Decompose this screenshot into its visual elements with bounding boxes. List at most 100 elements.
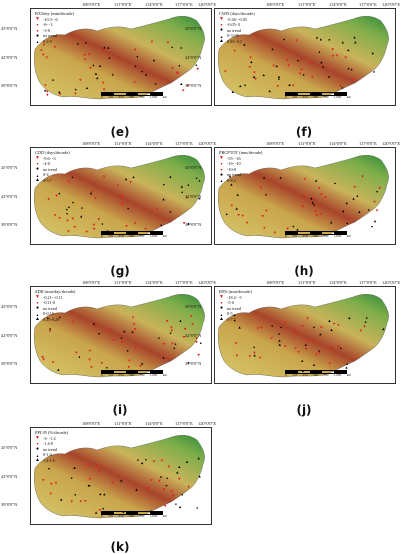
map-frame: PPL95 (%/decade) ▼ -3- -1.4 ▾ -1.4-0 ● no tre…: [1, 427, 212, 525]
station-marker: [300, 68, 303, 72]
legend-symbol-icon: ●: [35, 167, 40, 173]
station-marker: [180, 47, 182, 49]
station-marker: [195, 64, 198, 67]
station-marker: [78, 356, 81, 358]
scale-tick-label: 125: [108, 373, 114, 377]
station-marker: [170, 490, 174, 493]
scale-tick-label: 250: [302, 95, 308, 99]
station-marker: [72, 201, 74, 204]
station-marker: [178, 505, 182, 509]
station-marker: [160, 224, 162, 227]
station-marker: [243, 43, 246, 46]
station-marker: [124, 177, 128, 181]
scale-tick-label: 125: [292, 234, 298, 238]
station-marker: [373, 71, 375, 73]
station-marker: [89, 192, 93, 195]
station-marker: [301, 325, 304, 328]
station-marker: [134, 65, 137, 68]
station-marker: [179, 319, 182, 322]
legend-label: 5-7.3: [227, 316, 236, 322]
station-marker: [180, 185, 184, 188]
map-frame: CWD (days/decade) ▼ -0.36- -0.05 ▾ -0.05- 0…: [185, 8, 396, 106]
lon-label-108: 108°0'0"E: [266, 2, 284, 7]
legend-symbol-icon: ▾: [36, 300, 39, 306]
legend-entry: ▾ -0.05- 0: [219, 22, 255, 28]
station-marker: [92, 64, 95, 67]
station-marker: [140, 362, 144, 365]
station-marker: [376, 190, 378, 193]
station-marker: [49, 492, 53, 495]
station-marker: [278, 343, 281, 346]
lon-label-114: 114°0'0"E: [329, 280, 347, 285]
station-marker: [123, 330, 126, 333]
station-marker: [331, 48, 334, 51]
station-marker: [58, 192, 61, 195]
station-marker: [71, 320, 74, 324]
map-legend: RX5day (mm/decade) ▼ -10.3- -6 ▾ -6- -3 ▾ -3-…: [35, 11, 74, 45]
station-marker: [371, 225, 373, 228]
station-marker: [233, 313, 236, 317]
scale-unit: km: [346, 234, 351, 238]
station-marker: [315, 214, 318, 217]
legend-entry: ● no trend: [219, 172, 262, 178]
station-marker: [42, 358, 45, 361]
station-marker: [294, 332, 298, 336]
station-marker: [230, 183, 233, 186]
lat-label-42: 42°0'0"N: [185, 333, 202, 338]
station-marker: [230, 204, 234, 207]
map-panel-k: PPL95 (%/decade) ▼ -3- -1.4 ▾ -1.4-0 ● no tre…: [1, 421, 216, 554]
station-marker: [182, 222, 186, 225]
station-marker: [132, 323, 136, 326]
legend-entry: ▴ 0-2.9: [35, 39, 74, 45]
station-marker: [361, 175, 364, 178]
legend-label: 0-0.15: [43, 311, 54, 317]
station-marker: [83, 499, 87, 503]
legend-label: -16- -10: [227, 161, 241, 167]
station-symbols: [41, 315, 202, 371]
scale-tick-label: 250: [118, 373, 124, 377]
lon-label-114: 114°0'0"E: [145, 2, 163, 7]
station-marker: [311, 201, 314, 204]
lon-label-114: 114°0'0"E: [329, 141, 347, 146]
station-marker: [88, 358, 91, 361]
station-marker: [90, 366, 93, 369]
terrain-map: [34, 435, 205, 519]
station-marker: [106, 366, 108, 369]
lon-label-111: 111°0'0"E: [114, 421, 132, 426]
legend-entry: ● no trend: [35, 447, 68, 453]
legend-symbol-icon: ▴: [36, 172, 39, 178]
map-panel-i: SDII (mm/day/decade) ▼ -0.21- -0.11 ▾ -0.11…: [1, 280, 216, 417]
legend-symbol-icon: ▾: [220, 22, 223, 28]
station-marker: [330, 221, 333, 224]
station-marker: [181, 494, 184, 496]
station-marker: [298, 72, 302, 75]
station-marker: [134, 346, 137, 350]
scale-tick-label: 1,000: [149, 95, 158, 99]
legend-entry: ● no trend: [219, 306, 252, 312]
legend-label: 0-1.4: [43, 452, 52, 458]
station-symbols: [47, 175, 201, 234]
station-marker: [265, 209, 268, 213]
station-marker: [92, 322, 96, 325]
station-symbols: [233, 313, 385, 373]
scale-tick-label: 500: [312, 234, 318, 238]
scale-unit: km: [162, 373, 167, 377]
station-marker: [144, 227, 147, 231]
station-marker: [174, 343, 177, 345]
station-marker: [171, 46, 173, 49]
station-marker: [302, 74, 305, 76]
lat-label-39: 39°0'0"N: [185, 83, 202, 88]
station-marker: [41, 53, 45, 57]
station-marker: [375, 209, 379, 212]
station-marker: [259, 186, 262, 189]
scale-tick-label: 0: [101, 373, 103, 377]
scale-tick-label: 500: [312, 95, 318, 99]
station-marker: [177, 477, 181, 481]
scale-tick-label: 125: [108, 234, 114, 238]
station-marker: [54, 481, 58, 485]
station-marker: [171, 342, 174, 345]
station-marker: [80, 215, 83, 218]
station-marker: [262, 176, 266, 179]
station-marker: [162, 357, 165, 359]
station-marker: [352, 197, 355, 200]
